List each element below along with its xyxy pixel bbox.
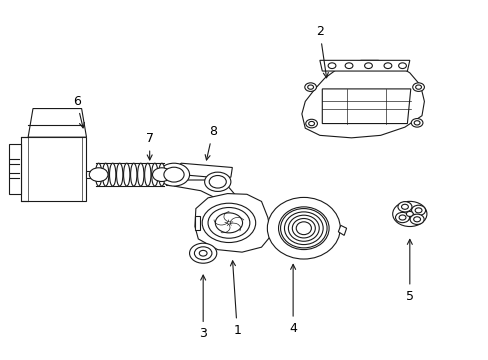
Polygon shape [338,225,346,235]
Polygon shape [322,89,410,123]
Ellipse shape [102,163,109,186]
Text: 2: 2 [315,25,327,78]
Text: 5: 5 [405,239,413,303]
Polygon shape [174,180,234,202]
Ellipse shape [159,163,164,186]
Circle shape [199,250,206,256]
Polygon shape [21,137,86,202]
Polygon shape [86,171,96,178]
Ellipse shape [95,163,102,186]
Ellipse shape [130,163,137,186]
Circle shape [189,243,216,263]
Ellipse shape [123,163,130,186]
Circle shape [158,163,189,186]
Polygon shape [165,181,175,185]
Ellipse shape [151,163,158,186]
Polygon shape [319,60,409,71]
Circle shape [415,85,421,89]
Polygon shape [9,144,21,194]
Circle shape [397,202,411,212]
Circle shape [364,63,372,68]
Circle shape [207,207,249,238]
Circle shape [401,204,407,209]
Circle shape [327,63,335,68]
Polygon shape [165,163,232,178]
Text: 6: 6 [73,95,84,128]
Circle shape [209,176,226,188]
Text: 1: 1 [230,261,241,337]
Circle shape [402,209,416,219]
Ellipse shape [278,207,328,249]
Ellipse shape [144,163,151,186]
Circle shape [383,63,391,68]
Circle shape [411,205,425,216]
Circle shape [163,167,184,182]
Ellipse shape [267,197,340,259]
Circle shape [398,215,405,220]
Polygon shape [195,216,200,230]
Circle shape [204,172,230,192]
Text: 3: 3 [199,275,207,340]
Ellipse shape [116,163,122,186]
Circle shape [304,83,316,91]
Circle shape [307,85,313,89]
Circle shape [202,203,255,243]
Polygon shape [195,194,271,252]
Ellipse shape [109,163,116,186]
Circle shape [308,121,314,126]
Circle shape [406,211,412,216]
Circle shape [410,118,422,127]
Circle shape [398,63,406,68]
Ellipse shape [137,163,143,186]
Polygon shape [28,109,86,137]
Circle shape [152,168,171,181]
Circle shape [413,121,419,125]
Circle shape [194,247,211,260]
Circle shape [412,83,424,91]
Circle shape [215,213,242,233]
Circle shape [414,208,421,213]
Circle shape [409,214,423,224]
Circle shape [305,119,317,128]
Circle shape [89,168,108,181]
Text: 4: 4 [288,264,296,335]
Circle shape [395,212,408,222]
Circle shape [345,63,352,68]
Circle shape [413,217,420,222]
Text: 8: 8 [205,125,217,160]
Polygon shape [301,60,424,138]
Text: 7: 7 [145,132,153,160]
